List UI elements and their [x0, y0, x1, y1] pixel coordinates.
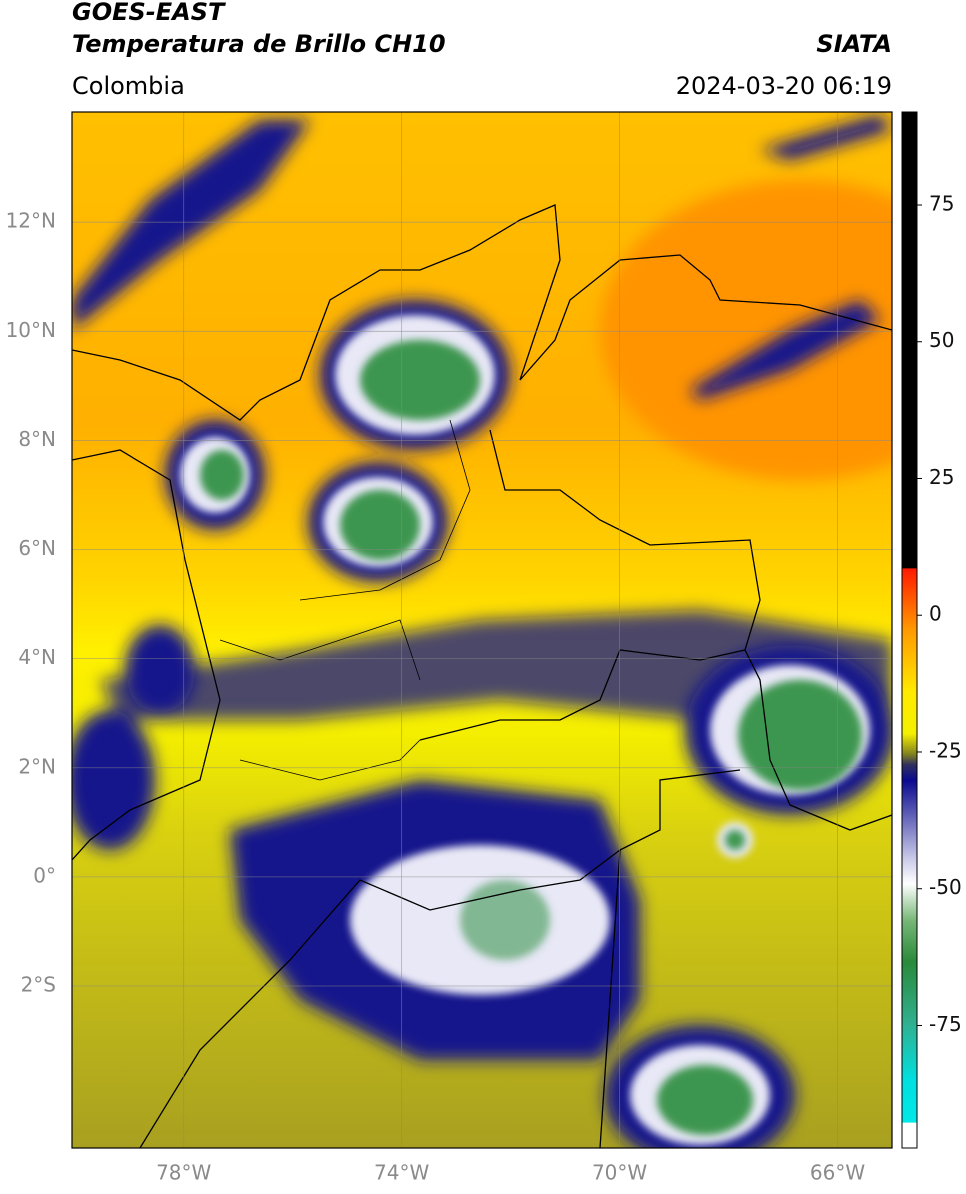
- y-tick-label: 0°: [33, 863, 56, 887]
- x-tick-label: 66°W: [810, 1161, 865, 1185]
- date: 2024-03-20 06:19: [676, 72, 892, 100]
- colorbar-tick-label: 25: [929, 465, 954, 489]
- y-tick-label: 8°N: [18, 427, 56, 451]
- subtitle: Temperatura de Brillo CH10: [72, 30, 446, 58]
- y-tick-label: 2°S: [21, 972, 56, 996]
- y-tick-label: 10°N: [6, 318, 56, 342]
- y-tick-label: 2°N: [18, 754, 56, 778]
- x-tick-label: 78°W: [156, 1161, 211, 1185]
- colorbar-tick-label: -75: [929, 1012, 962, 1036]
- colorbar-tick-label: -25: [929, 738, 962, 762]
- colorbar-tick-label: 75: [929, 191, 954, 215]
- colorbar-tick-label: 0: [929, 602, 942, 626]
- x-tick-label: 74°W: [374, 1161, 429, 1185]
- satellite-image: [72, 112, 892, 1148]
- colorbar-tick-label: -50: [929, 875, 962, 899]
- colorbar: [901, 111, 918, 1149]
- y-tick-label: 6°N: [18, 536, 56, 560]
- colorbar-tick-label: 50: [929, 328, 954, 352]
- source: SIATA: [816, 30, 892, 58]
- y-tick-label: 4°N: [18, 645, 56, 669]
- map-frame: [71, 111, 893, 1149]
- y-tick-label: 12°N: [6, 209, 56, 233]
- region: Colombia: [72, 72, 185, 100]
- title: GOES-EAST: [72, 0, 226, 26]
- x-tick-label: 70°W: [592, 1161, 647, 1185]
